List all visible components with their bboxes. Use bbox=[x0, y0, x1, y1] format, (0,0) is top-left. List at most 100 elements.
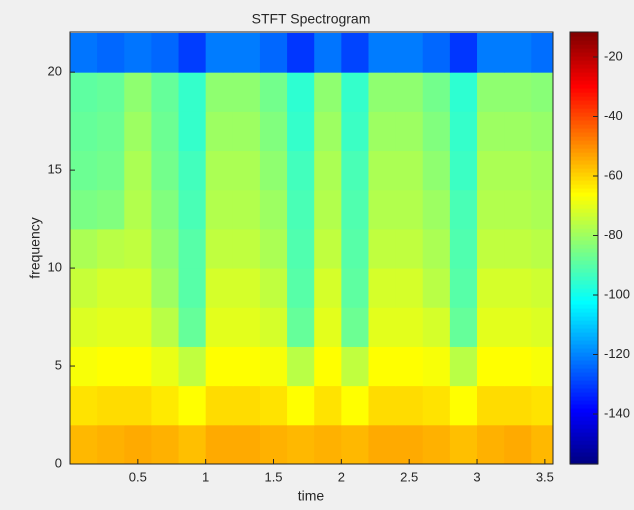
cell bbox=[124, 268, 152, 308]
cell bbox=[314, 189, 342, 230]
cell bbox=[341, 111, 369, 152]
cell bbox=[259, 424, 288, 464]
colorbar-swatch bbox=[570, 376, 598, 381]
y-tick-label: 0 bbox=[55, 455, 62, 470]
cell bbox=[422, 111, 451, 152]
colorbar-swatch bbox=[570, 456, 598, 461]
cell bbox=[287, 72, 315, 112]
cell bbox=[477, 307, 505, 347]
cell bbox=[70, 189, 98, 230]
cell bbox=[232, 72, 261, 112]
colorbar-swatch bbox=[570, 312, 598, 317]
cell bbox=[449, 111, 478, 152]
cell bbox=[531, 385, 553, 426]
colorbar-frame bbox=[569, 31, 599, 465]
cell bbox=[232, 228, 261, 269]
cell bbox=[395, 189, 424, 230]
colorbar-swatch bbox=[570, 36, 598, 41]
cell bbox=[422, 424, 451, 464]
colorbar-swatch bbox=[570, 368, 598, 373]
colorbar-swatch bbox=[570, 408, 598, 413]
colorbar-swatch bbox=[570, 248, 598, 253]
colorbar-swatch bbox=[570, 284, 598, 289]
cell bbox=[232, 111, 261, 152]
colorbar-swatch bbox=[570, 216, 598, 221]
cell bbox=[477, 32, 505, 73]
colorbar-swatch bbox=[570, 132, 598, 137]
cell bbox=[97, 385, 125, 426]
colorbar-swatch bbox=[570, 316, 598, 321]
colorbar-swatch bbox=[570, 92, 598, 97]
cell bbox=[504, 385, 532, 426]
cell bbox=[151, 268, 180, 308]
y-tick-label: 10 bbox=[48, 260, 62, 275]
cell bbox=[504, 150, 532, 191]
colorbar-swatch bbox=[570, 332, 598, 337]
cell bbox=[259, 346, 288, 387]
cell bbox=[232, 150, 261, 191]
cell bbox=[178, 72, 207, 112]
cell bbox=[341, 346, 369, 387]
cell bbox=[97, 72, 125, 112]
colorbar-swatch bbox=[570, 344, 598, 349]
colorbar-swatch bbox=[570, 40, 598, 45]
cell bbox=[259, 72, 288, 112]
colorbar-swatch bbox=[570, 32, 598, 37]
cell bbox=[531, 424, 553, 464]
cell bbox=[97, 346, 125, 387]
colorbar-swatch bbox=[570, 296, 598, 301]
cell bbox=[531, 111, 553, 152]
colorbar-swatch bbox=[570, 424, 598, 429]
cell bbox=[205, 268, 234, 308]
cell bbox=[97, 424, 125, 464]
cell bbox=[124, 346, 152, 387]
cell bbox=[287, 189, 315, 230]
colorbar-swatch bbox=[570, 260, 598, 265]
cell bbox=[259, 307, 288, 347]
x-tick-label: 0.5 bbox=[129, 469, 147, 484]
cell bbox=[531, 32, 553, 73]
colorbar-swatch bbox=[570, 256, 598, 261]
x-axis-label: time bbox=[298, 488, 325, 504]
colorbar-swatch bbox=[570, 128, 598, 133]
cell bbox=[449, 268, 478, 308]
cell bbox=[151, 189, 180, 230]
colorbar-swatch bbox=[570, 200, 598, 205]
y-tick-label: 20 bbox=[48, 64, 62, 79]
cell bbox=[151, 346, 180, 387]
colorbar-swatch bbox=[570, 356, 598, 361]
colorbar-swatch bbox=[570, 340, 598, 345]
cell bbox=[287, 150, 315, 191]
cell bbox=[124, 72, 152, 112]
cell bbox=[97, 189, 125, 230]
colorbar-tick-label: -120 bbox=[604, 346, 630, 361]
cell bbox=[124, 189, 152, 230]
cell bbox=[124, 150, 152, 191]
cell bbox=[531, 72, 553, 112]
cell bbox=[259, 385, 288, 426]
cell bbox=[477, 228, 505, 269]
cell bbox=[124, 385, 152, 426]
cell bbox=[504, 424, 532, 464]
cell bbox=[341, 385, 369, 426]
colorbar-swatch bbox=[570, 112, 598, 117]
cell bbox=[178, 307, 207, 347]
cell bbox=[178, 385, 207, 426]
colorbar-swatch bbox=[570, 276, 598, 281]
cell bbox=[504, 346, 532, 387]
colorbar-tick-label: -20 bbox=[604, 48, 623, 63]
colorbar-swatch bbox=[570, 320, 598, 325]
cell bbox=[422, 150, 451, 191]
cell bbox=[151, 385, 180, 426]
cell bbox=[151, 72, 180, 112]
colorbar-swatch bbox=[570, 236, 598, 241]
cell bbox=[178, 32, 207, 73]
cell bbox=[205, 346, 234, 387]
cell bbox=[341, 228, 369, 269]
colorbar-swatch bbox=[570, 156, 598, 161]
cell bbox=[341, 32, 369, 73]
colorbar-swatch bbox=[570, 416, 598, 421]
colorbar-swatch bbox=[570, 80, 598, 85]
colorbar-swatch bbox=[570, 124, 598, 129]
colorbar-swatch bbox=[570, 280, 598, 285]
